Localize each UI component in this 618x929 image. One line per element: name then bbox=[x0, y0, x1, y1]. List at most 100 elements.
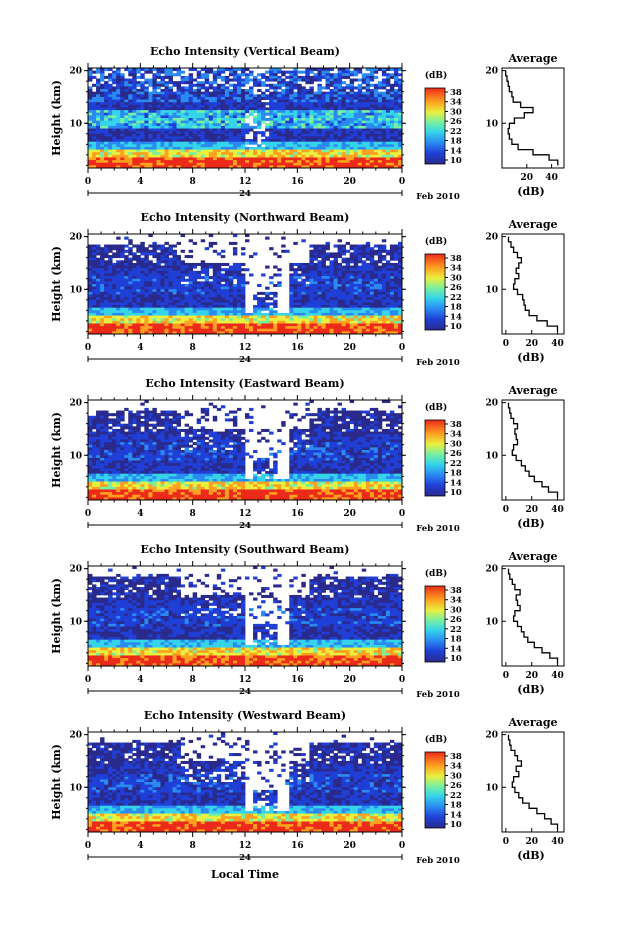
heatmap-cell bbox=[393, 323, 399, 327]
heatmap-cell bbox=[236, 83, 242, 87]
heatmap-cell bbox=[365, 149, 371, 153]
heatmap-cell bbox=[116, 133, 121, 137]
heatmap-cell bbox=[212, 133, 218, 137]
heatmap-cell bbox=[204, 94, 210, 98]
heatmap-cell bbox=[297, 139, 302, 143]
heatmap-cell bbox=[196, 139, 202, 143]
heatmap-cell bbox=[269, 276, 274, 280]
heatmap-cell bbox=[232, 139, 238, 143]
heatmap-cell bbox=[160, 160, 165, 164]
heatmap-cell bbox=[232, 297, 238, 301]
heatmap-cell bbox=[349, 289, 355, 293]
heatmap-cell bbox=[277, 284, 282, 288]
heatmap-cell bbox=[204, 110, 210, 114]
heatmap-cell bbox=[293, 91, 298, 95]
heatmap-cell bbox=[389, 244, 395, 248]
heatmap-cell bbox=[357, 149, 363, 153]
heatmap-cell bbox=[108, 89, 113, 93]
heatmap-cell bbox=[228, 160, 234, 164]
heatmap-cell bbox=[349, 131, 355, 135]
heatmap-cell bbox=[204, 262, 210, 266]
heatmap-cell bbox=[325, 255, 330, 259]
heatmap-cell bbox=[361, 273, 367, 277]
heatmap-cell bbox=[144, 323, 149, 327]
heatmap-cell bbox=[92, 262, 97, 266]
heatmap-cell bbox=[305, 286, 310, 290]
heatmap-cell bbox=[240, 102, 246, 106]
heatmap-cell bbox=[329, 139, 334, 143]
heatmap-cell bbox=[224, 104, 230, 108]
heatmap-cell bbox=[216, 160, 222, 164]
heatmap-cell bbox=[104, 328, 109, 332]
heatmap-cell bbox=[124, 160, 129, 164]
heatmap-cell bbox=[124, 131, 129, 135]
heatmap-cell bbox=[273, 252, 278, 256]
heatmap-cell bbox=[289, 315, 294, 319]
heatmap-cell bbox=[385, 104, 391, 108]
heatmap-cell bbox=[329, 273, 334, 277]
heatmap-cell bbox=[132, 73, 137, 77]
heatmap-cell bbox=[100, 305, 105, 309]
heatmap-cell bbox=[345, 102, 351, 106]
heatmap-cell bbox=[128, 89, 133, 93]
heatmap-cell bbox=[112, 99, 117, 103]
heatmap-cell bbox=[140, 115, 145, 119]
heatmap-cell bbox=[285, 75, 290, 79]
heatmap-cell bbox=[365, 249, 371, 253]
heatmap-cell bbox=[172, 299, 177, 303]
heatmap-cell bbox=[144, 270, 149, 274]
heatmap-cell bbox=[116, 323, 121, 327]
heatmap-cell bbox=[168, 157, 173, 161]
heatmap-cell bbox=[116, 262, 121, 266]
heatmap-cell bbox=[313, 94, 318, 98]
heatmap-cell bbox=[124, 299, 129, 303]
heatmap-cell bbox=[321, 262, 326, 266]
heatmap-cell bbox=[180, 128, 186, 132]
heatmap-cell bbox=[148, 305, 153, 309]
heatmap-cell bbox=[160, 131, 165, 135]
heatmap-cell bbox=[116, 236, 121, 240]
heatmap-cell bbox=[224, 281, 230, 285]
heatmap-cell bbox=[100, 162, 105, 166]
heatmap-cell bbox=[369, 260, 375, 264]
heatmap-cell bbox=[381, 247, 387, 251]
heatmap-cell bbox=[369, 160, 375, 164]
heatmap-cell bbox=[220, 318, 226, 322]
heatmap-cell bbox=[265, 94, 270, 98]
heatmap-cell bbox=[285, 118, 290, 122]
heatmap-cell bbox=[176, 104, 181, 108]
heatmap-cell bbox=[224, 262, 230, 266]
heatmap-cell bbox=[200, 318, 206, 322]
heatmap-cell bbox=[313, 307, 318, 311]
heatmap-cell bbox=[180, 278, 186, 282]
heatmap-cell bbox=[385, 297, 391, 301]
heatmap-cell bbox=[104, 278, 109, 282]
heatmap-cell bbox=[297, 99, 302, 103]
heatmap-cell bbox=[156, 133, 161, 137]
heatmap-cell bbox=[337, 70, 343, 74]
heatmap-cell bbox=[136, 133, 141, 137]
heatmap-cell bbox=[96, 157, 101, 161]
heatmap-cell bbox=[261, 107, 266, 111]
heatmap-cell bbox=[164, 139, 169, 143]
heatmap-cell bbox=[228, 146, 234, 150]
heatmap-cell bbox=[164, 125, 169, 129]
heatmap-cell bbox=[353, 302, 359, 306]
heatmap-cell bbox=[381, 312, 387, 316]
heatmap-cell bbox=[377, 247, 383, 251]
heatmap-cell bbox=[281, 73, 286, 77]
heatmap-cell bbox=[112, 276, 117, 280]
heatmap-cell bbox=[249, 323, 254, 327]
heatmap-cell bbox=[389, 141, 395, 145]
heatmap-cell bbox=[108, 83, 113, 87]
heatmap-cell bbox=[377, 136, 383, 140]
heatmap-cell bbox=[124, 297, 129, 301]
heatmap-cell bbox=[136, 257, 141, 261]
heatmap-cell bbox=[128, 125, 133, 129]
heatmap-cell bbox=[112, 294, 117, 298]
heatmap-cell bbox=[168, 265, 173, 269]
heatmap-cell bbox=[104, 133, 109, 137]
heatmap-cell bbox=[321, 312, 326, 316]
heatmap-cell bbox=[148, 286, 153, 290]
heatmap-cell bbox=[337, 276, 343, 280]
